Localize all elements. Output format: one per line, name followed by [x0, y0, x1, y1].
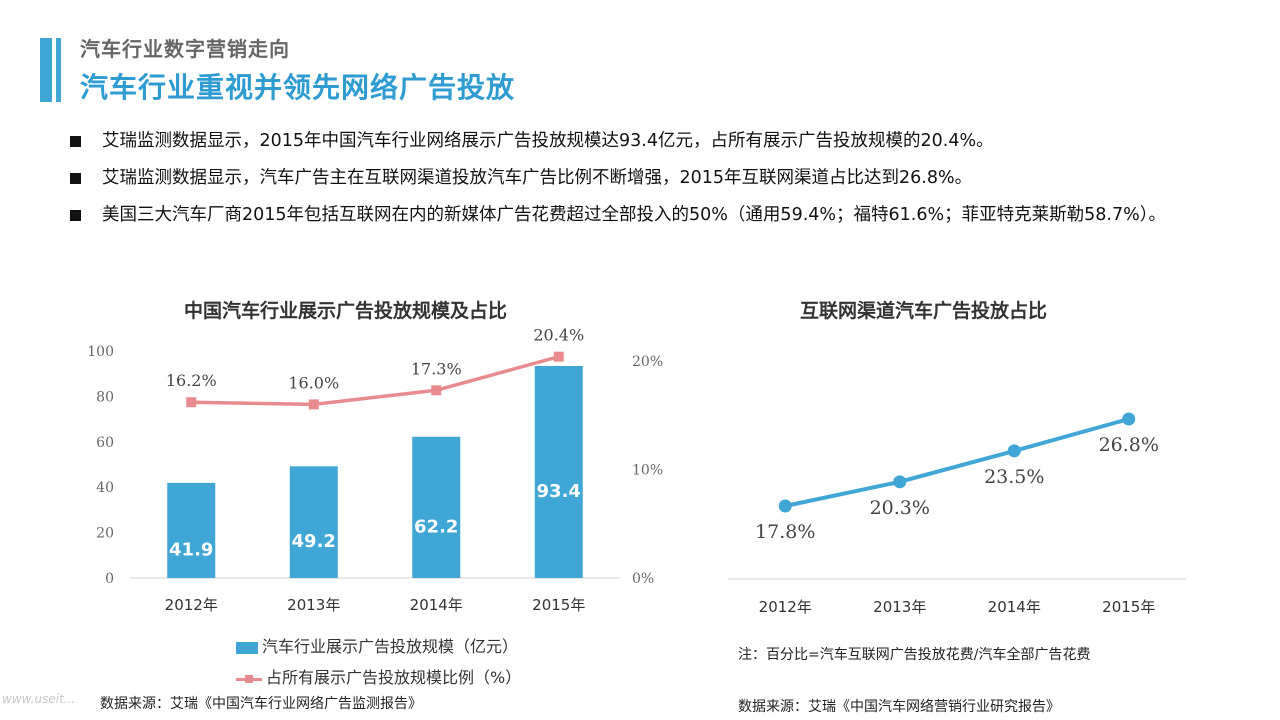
pct-label: 16.2%: [166, 371, 217, 390]
legend-line-label: 占所有展示广告投放规模比例（%）: [266, 668, 522, 687]
share-point: [1007, 444, 1021, 458]
left-y2-tick: 20%: [632, 354, 663, 370]
pct-point: [553, 351, 564, 362]
pct-point: [308, 399, 319, 410]
pct-line: [191, 354, 560, 407]
bar-value-label: 62.2: [414, 516, 458, 537]
left-y-tick: 20: [96, 526, 114, 542]
pct-label: 16.0%: [288, 373, 339, 392]
legend-line-swatch: [236, 673, 262, 685]
bar-value-label: 49.2: [292, 531, 336, 552]
bar-value-label: 93.4: [537, 481, 581, 502]
share-point: [778, 499, 792, 513]
right-chart-source: 数据来源：艾瑞《中国汽车网络营销行业研究报告》: [738, 699, 1060, 715]
share-label: 20.3%: [870, 497, 930, 519]
pct-label: 17.3%: [411, 359, 462, 378]
share-label: 17.8%: [755, 521, 815, 543]
pct-point: [431, 385, 442, 396]
left-y-tick: 80: [96, 389, 114, 405]
left-x-tick: 2015年: [532, 596, 585, 614]
left-y-tick: 40: [96, 480, 114, 496]
left-y-tick: 100: [87, 344, 114, 360]
bar: [289, 466, 338, 578]
bullet-item: 艾瑞监测数据显示，2015年中国汽车行业网络展示广告投放规模达93.4亿元，占所…: [68, 128, 1218, 155]
share-line: [784, 417, 1130, 508]
share-point: [893, 475, 907, 489]
bullet-item: 艾瑞监测数据显示，汽车广告主在互联网渠道投放汽车广告比例不断增强，2015年互联…: [68, 165, 1218, 192]
left-x-tick: 2012年: [165, 596, 218, 614]
bar-value-label: 41.9: [169, 539, 213, 560]
legend-bar-label: 汽车行业展示广告投放规模（亿元）: [262, 637, 519, 656]
left-chart-title: 中国汽车行业展示广告投放规模及占比: [184, 300, 508, 322]
bullet-list: 艾瑞监测数据显示，2015年中国汽车行业网络展示广告投放规模达93.4亿元，占所…: [68, 128, 1218, 239]
share-label: 23.5%: [984, 466, 1044, 488]
left-y2-tick: 10%: [632, 463, 663, 479]
header-accent-bar: [40, 38, 52, 102]
section-subtitle: 汽车行业数字营销走向: [80, 37, 290, 61]
legend-bar-swatch: [236, 641, 258, 654]
left-y-tick: 0: [105, 571, 114, 587]
right-x-tick: 2014年: [988, 598, 1041, 616]
right-chart-title: 互联网渠道汽车广告投放占比: [800, 300, 1048, 322]
pct-label: 20.4%: [533, 326, 584, 345]
bar: [167, 482, 216, 578]
header-accent-bar-thin: [56, 38, 61, 102]
left-chart-source: 数据来源：艾瑞《中国汽车行业网络广告监测报告》: [100, 696, 422, 712]
page-title: 汽车行业重视并领先网络广告投放: [80, 71, 516, 104]
right-x-tick: 2015年: [1102, 598, 1155, 616]
bullet-item: 美国三大汽车厂商2015年包括互联网在内的新媒体广告花费超过全部投入的50%（通…: [68, 202, 1218, 229]
share-label: 26.8%: [1099, 434, 1159, 456]
right-chart-note: 注：百分比=汽车互联网广告投放花费/汽车全部广告花费: [738, 647, 1091, 663]
bar: [534, 365, 583, 578]
left-y-tick: 60: [96, 435, 114, 451]
left-x-tick: 2013年: [287, 596, 340, 614]
left-x-tick: 2014年: [410, 596, 463, 614]
pct-point: [186, 397, 197, 408]
watermark: www.useit...: [2, 692, 76, 706]
right-x-tick: 2012年: [759, 598, 812, 616]
share-point: [1122, 412, 1136, 426]
legend-bar-series: 汽车行业展示广告投放规模（亿元）: [236, 633, 518, 657]
right-x-tick: 2013年: [873, 598, 926, 616]
left-y2-tick: 0%: [632, 571, 654, 587]
legend-line-series: 占所有展示广告投放规模比例（%）: [236, 664, 521, 688]
bar: [412, 436, 461, 578]
